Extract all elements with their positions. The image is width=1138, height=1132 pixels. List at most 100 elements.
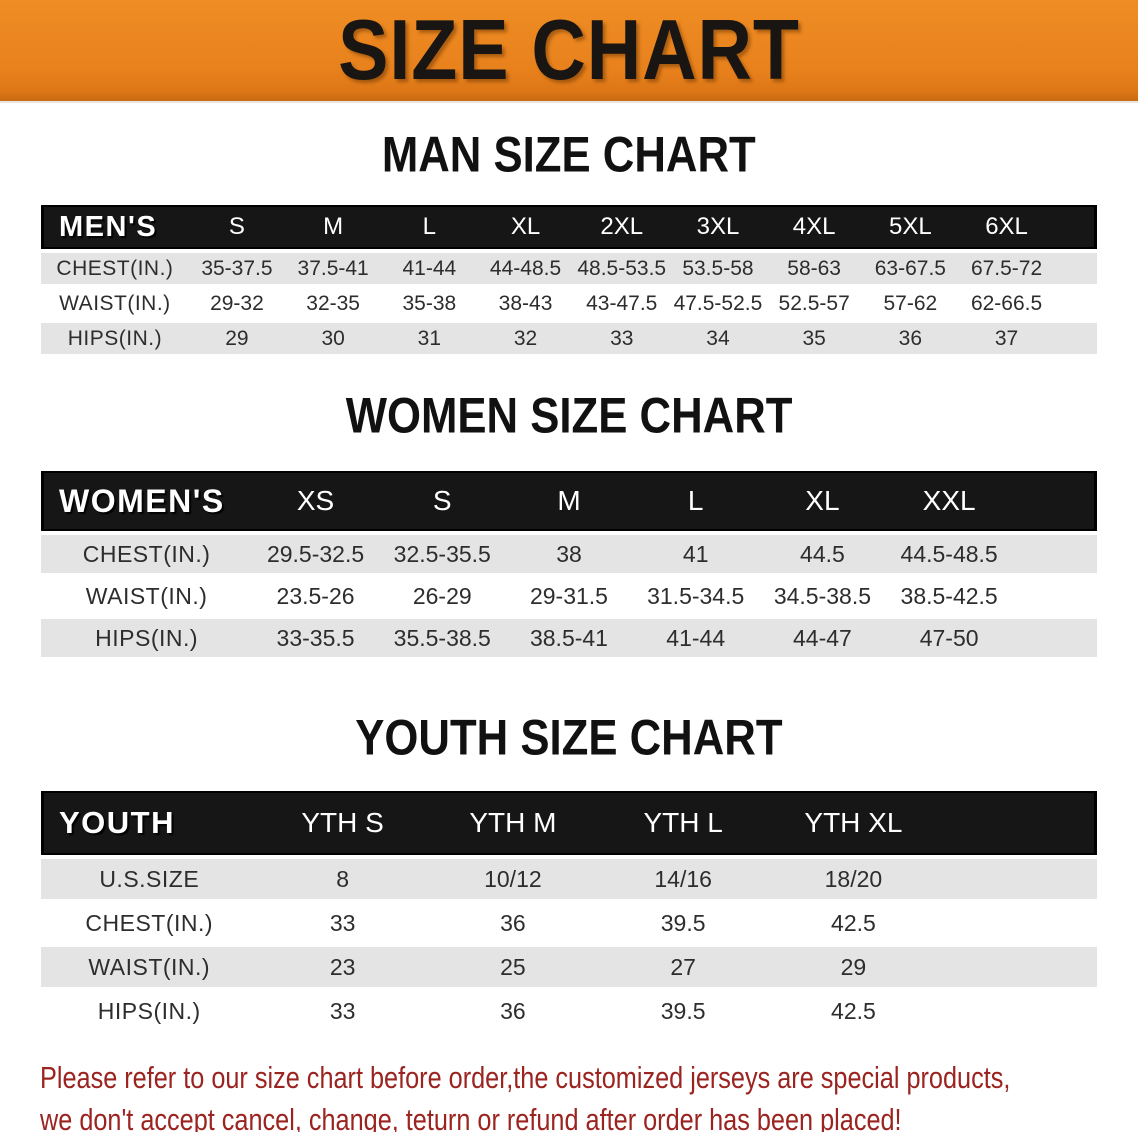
women-row-spacer-cell — [1012, 535, 1097, 573]
men-section-heading-text: MAN SIZE CHART — [382, 125, 756, 183]
women-size-header-s: S — [378, 471, 506, 531]
men-data-cell: 67.5-72 — [958, 253, 1055, 284]
men-size-header-2xl: 2XL — [573, 205, 670, 249]
men-size-header-m: M — [285, 205, 382, 249]
men-measure-row: WAIST(IN.) 29-32 32-35 35-38 38-43 43-47.5 47.… — [41, 288, 1097, 319]
men-measure-row: HIPS(IN.) 29 30 31 32 33 34 35 36 37 — [41, 323, 1097, 354]
women-measure-row: HIPS(IN.) 33-35.5 35.5-38.5 38.5-41 41-44 44-… — [41, 619, 1097, 657]
youth-size-header-yth-xl: YTH XL — [768, 791, 939, 855]
men-size-header-6xl: 6XL — [958, 205, 1055, 249]
youth-size-header-yth-l: YTH L — [598, 791, 769, 855]
youth-row-label: HIPS(IN.) — [41, 991, 258, 1031]
youth-size-header-yth-s: YTH S — [257, 791, 428, 855]
women-section-heading-text: WOMEN SIZE CHART — [345, 386, 793, 444]
disclaimer: Please refer to our size chart before or… — [40, 1057, 1138, 1132]
women-data-cell: 29.5-32.5 — [252, 535, 379, 573]
youth-data-cell: 39.5 — [598, 991, 769, 1031]
youth-header-row: YOUTH YTH S YTH M YTH L YTH XL — [41, 791, 1097, 855]
women-data-cell: 41 — [632, 535, 760, 573]
men-header-spacer-cell — [1054, 205, 1097, 249]
youth-row-spacer-cell — [938, 859, 1097, 899]
men-data-cell: 29-32 — [188, 288, 286, 319]
women-row-spacer-cell — [1012, 619, 1097, 657]
women-table-wrapper: WOMEN'S XS S M L XL XXL CHEST(IN.) 29.5-32.5 32.5… — [0, 467, 1138, 661]
men-size-header-xl: XL — [477, 205, 574, 249]
youth-data-cell: 18/20 — [768, 859, 939, 899]
men-data-cell: 38-43 — [477, 288, 574, 319]
youth-row-label: CHEST(IN.) — [41, 903, 258, 943]
men-data-cell: 30 — [285, 323, 382, 354]
men-size-header-s: S — [188, 205, 286, 249]
men-data-cell: 44-48.5 — [477, 253, 574, 284]
men-table-wrapper: MEN'S S M L XL 2XL 3XL 4XL 5XL 6XL CHEST(IN.) 35-37… — [0, 201, 1138, 358]
men-data-cell: 33 — [573, 323, 670, 354]
women-section-heading: WOMEN SIZE CHART — [0, 386, 1138, 450]
youth-size-chart-section: YOUTH SIZE CHART YOUTH YTH S YTH M YTH L YTH… — [0, 709, 1138, 1035]
men-data-cell: 43-47.5 — [573, 288, 670, 319]
banner: SIZE CHART — [0, 0, 1138, 103]
youth-data-cell: 10/12 — [427, 859, 599, 899]
youth-measure-row: CHEST(IN.) 33 36 39.5 42.5 — [41, 903, 1097, 943]
men-row-spacer-cell — [1054, 253, 1097, 284]
women-data-cell: 33-35.5 — [252, 619, 379, 657]
women-data-cell: 23.5-26 — [252, 577, 379, 615]
youth-data-cell: 14/16 — [598, 859, 769, 899]
men-row-label: WAIST(IN.) — [41, 288, 189, 319]
women-data-cell: 32.5-35.5 — [378, 535, 506, 573]
youth-data-cell: 25 — [427, 947, 599, 987]
women-data-cell: 38.5-41 — [505, 619, 633, 657]
women-size-header-xl: XL — [759, 471, 886, 531]
women-data-cell: 35.5-38.5 — [378, 619, 506, 657]
men-data-cell: 37.5-41 — [285, 253, 382, 284]
men-size-table: MEN'S S M L XL 2XL 3XL 4XL 5XL 6XL CHEST(IN.) 35-37… — [41, 201, 1097, 358]
youth-data-cell: 33 — [257, 903, 428, 943]
youth-table-label: YOUTH — [41, 791, 258, 855]
disclaimer-line-2: we don't accept cancel, change, teturn o… — [40, 1102, 902, 1132]
women-size-header-l: L — [632, 471, 760, 531]
youth-size-header-yth-m: YTH M — [427, 791, 599, 855]
men-size-header-5xl: 5XL — [862, 205, 959, 249]
women-row-spacer-cell — [1012, 577, 1097, 615]
youth-measure-row: HIPS(IN.) 33 36 39.5 42.5 — [41, 991, 1097, 1031]
youth-data-cell: 36 — [427, 991, 599, 1031]
women-header-spacer-cell — [1012, 471, 1097, 531]
youth-section-heading: YOUTH SIZE CHART — [0, 709, 1138, 772]
men-data-cell: 31 — [381, 323, 478, 354]
youth-row-spacer-cell — [938, 947, 1097, 987]
women-measure-row: WAIST(IN.) 23.5-26 26-29 29-31.5 31.5-34.5 34… — [41, 577, 1097, 615]
youth-data-cell: 36 — [427, 903, 599, 943]
men-data-cell: 53.5-58 — [669, 253, 767, 284]
women-data-cell: 26-29 — [378, 577, 506, 615]
men-size-header-3xl: 3XL — [669, 205, 767, 249]
women-row-label: WAIST(IN.) — [41, 577, 253, 615]
women-size-header-xs: XS — [252, 471, 379, 531]
women-size-header-xxl: XXL — [885, 471, 1013, 531]
men-data-cell: 34 — [669, 323, 767, 354]
women-data-cell: 44.5 — [759, 535, 886, 573]
youth-row-spacer-cell — [938, 903, 1097, 943]
youth-measure-row: WAIST(IN.) 23 25 27 29 — [41, 947, 1097, 987]
men-size-chart-section: MAN SIZE CHART MEN'S S M L XL 2XL 3XL 4XL 5XL 6XL… — [0, 125, 1138, 358]
youth-data-cell: 27 — [598, 947, 769, 987]
youth-data-cell: 8 — [257, 859, 428, 899]
youth-row-label: WAIST(IN.) — [41, 947, 258, 987]
men-data-cell: 57-62 — [862, 288, 959, 319]
youth-data-cell: 39.5 — [598, 903, 769, 943]
women-header-row: WOMEN'S XS S M L XL XXL — [41, 471, 1097, 531]
men-row-spacer-cell — [1054, 323, 1097, 354]
men-data-cell: 35-38 — [381, 288, 478, 319]
women-table-label: WOMEN'S — [41, 471, 253, 531]
men-data-cell: 35-37.5 — [188, 253, 286, 284]
men-row-label: HIPS(IN.) — [41, 323, 189, 354]
women-data-cell: 34.5-38.5 — [759, 577, 886, 615]
men-data-cell: 36 — [862, 323, 959, 354]
men-data-cell: 47.5-52.5 — [669, 288, 767, 319]
women-row-label: CHEST(IN.) — [41, 535, 253, 573]
men-data-cell: 63-67.5 — [862, 253, 959, 284]
women-size-header-m: M — [505, 471, 633, 531]
women-data-cell: 38.5-42.5 — [885, 577, 1013, 615]
youth-measure-row: U.S.SIZE 8 10/12 14/16 18/20 — [41, 859, 1097, 899]
men-data-cell: 37 — [958, 323, 1055, 354]
men-measure-row: CHEST(IN.) 35-37.5 37.5-41 41-44 44-48.5 48.5… — [41, 253, 1097, 284]
